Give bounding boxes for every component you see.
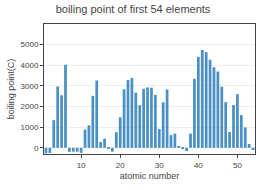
- svg-text:50: 50: [233, 161, 242, 170]
- svg-text:40: 40: [194, 161, 203, 170]
- svg-text:1000: 1000: [21, 123, 39, 132]
- svg-text:boiling point of first 54 elem: boiling point of first 54 elements: [56, 3, 211, 15]
- svg-text:4000: 4000: [21, 61, 39, 70]
- svg-text:10: 10: [77, 161, 86, 170]
- svg-text:5000: 5000: [21, 40, 39, 49]
- svg-text:3000: 3000: [21, 82, 39, 91]
- svg-text:20: 20: [116, 161, 125, 170]
- svg-text:30: 30: [155, 161, 164, 170]
- svg-text:0: 0: [34, 144, 39, 153]
- svg-text:2000: 2000: [21, 102, 39, 111]
- svg-text:boiling point(C): boiling point(C): [6, 59, 16, 120]
- svg-text:atomic number: atomic number: [120, 171, 180, 181]
